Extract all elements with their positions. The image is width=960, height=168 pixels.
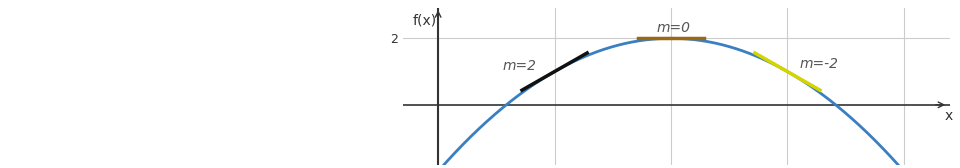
Text: x: x bbox=[945, 109, 953, 123]
Text: m=-2: m=-2 bbox=[799, 57, 838, 71]
Text: m=2: m=2 bbox=[502, 59, 537, 73]
Text: f(x): f(x) bbox=[413, 13, 437, 27]
Text: m=0: m=0 bbox=[657, 21, 691, 35]
